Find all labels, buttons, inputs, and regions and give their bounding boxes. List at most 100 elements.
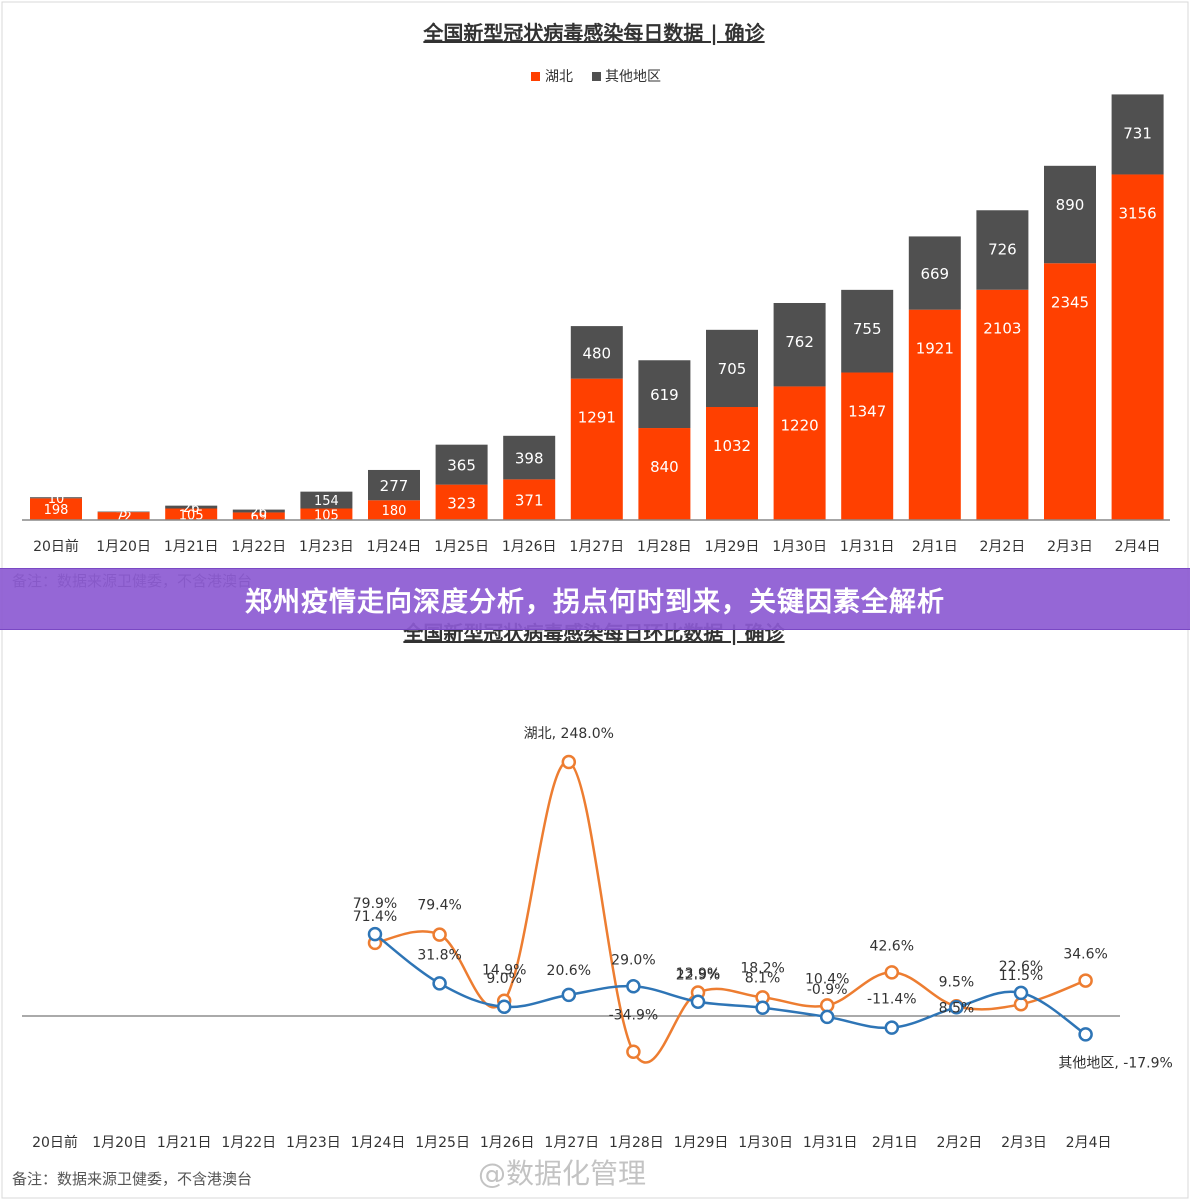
legend-swatch-hubei <box>531 72 540 81</box>
bar-label-other-16: 731 <box>1123 124 1152 142</box>
bar-x-tick-11: 1月30日 <box>772 539 827 555</box>
bar-other-6 <box>435 444 488 485</box>
bar-label-other-0: 10 <box>48 492 65 507</box>
line-x-tick-2: 1月21日 <box>157 1135 212 1151</box>
bar-label-other-4: 154 <box>314 494 339 509</box>
bar-hubei-4 <box>300 508 353 520</box>
line-x-tick-8: 1月27日 <box>544 1135 599 1151</box>
line-x-tick-6: 1月25日 <box>415 1135 470 1151</box>
line-label-hubei-11: 18.2% <box>740 960 784 976</box>
bar-x-tick-1: 1月20日 <box>96 539 151 555</box>
line-point-other-12 <box>819 1009 835 1025</box>
line-label-hubei-13: 42.6% <box>870 938 914 954</box>
bar-x-tick-3: 1月22日 <box>231 539 286 555</box>
bar-hubei-9 <box>638 428 691 520</box>
line-point-hubei-12 <box>819 998 835 1013</box>
headline-text: 郑州疫情走向深度分析，拐点何时到来，关键因素全解析 <box>245 586 945 618</box>
bar-x-tick-9: 1月28日 <box>637 539 692 555</box>
line-marks: 71.4% 79.4% 14.9% 湖北, 248.0% -34.9% 22.9% 18.2… <box>353 726 1173 1071</box>
bar-label-other-2: 26 <box>183 501 200 516</box>
line-point-hubei-6 <box>432 927 447 942</box>
bar-x-tick-labels: 20日前 1月20日 1月21日 1月22日 1月23日 1月24日 1月25日 1月26日 1… <box>33 538 1160 555</box>
line-point-other-15 <box>1013 985 1029 1001</box>
bar-label-hubei-0: 198 <box>44 503 69 518</box>
bar-label-other-6: 365 <box>447 457 476 475</box>
bar-label-other-3: 26 <box>251 505 268 520</box>
bar-label-other-7: 398 <box>515 450 544 468</box>
bar-label-hubei-9: 840 <box>650 458 679 476</box>
bar-label-other-13: 669 <box>920 265 949 283</box>
bar-hubei-15 <box>1044 263 1096 520</box>
bar-hubei-0 <box>30 498 82 520</box>
line-point-other-9 <box>626 979 641 994</box>
bar-x-tick-15: 2月3日 <box>1047 539 1093 555</box>
bar-label-other-14: 726 <box>988 240 1017 258</box>
bar-x-tick-13: 2月1日 <box>912 539 958 555</box>
line-point-other-8 <box>561 987 577 1003</box>
bar-hubei-14 <box>976 289 1029 520</box>
bar-other-11 <box>773 302 826 387</box>
bar-label-hubei-7: 371 <box>515 492 544 510</box>
bar-label-hubei-10: 1032 <box>713 437 751 455</box>
line-chart: 全国新型冠状病毒感染每日环比数据 | 确诊 71.4%79.4%14.9%湖北,… <box>22 621 1173 1151</box>
bar-label-other-10: 705 <box>718 360 747 378</box>
line-point-other-10 <box>690 994 706 1010</box>
bar-x-tick-0: 20日前 <box>33 538 79 555</box>
bar-x-tick-5: 1月24日 <box>367 539 422 555</box>
bar-hubei-10 <box>706 407 758 520</box>
bar-other-1 <box>97 511 150 513</box>
line-x-tick-16: 2月4日 <box>1066 1135 1112 1151</box>
bar-hubei-3 <box>232 512 285 520</box>
line-label-hubei-16: 34.6% <box>1063 947 1107 963</box>
line-label-other-6: 31.8% <box>417 947 461 963</box>
headline-banner: 郑州疫情走向深度分析，拐点何时到来，关键因素全解析 <box>0 568 1190 630</box>
bar-x-tick-7: 1月26日 <box>502 539 557 555</box>
legend-label-hubei: 湖北 <box>545 69 573 85</box>
line-label-other-5: 79.9% <box>353 896 397 912</box>
legend-swatch-other <box>592 72 601 81</box>
bar-hubei-11 <box>773 386 826 520</box>
line-label-other-13: -11.4% <box>867 992 917 1008</box>
bar-other-14 <box>976 210 1029 290</box>
bar-label-hubei-13: 1921 <box>916 340 954 358</box>
line-point-other-5 <box>367 926 383 942</box>
bar-other-16 <box>1111 94 1164 175</box>
line-label-other-10: 13.9% <box>676 966 720 982</box>
line-label-other-8: 20.6% <box>547 963 591 979</box>
bar-label-hubei-5: 180 <box>382 504 407 519</box>
source-note-bottom: 备注：数据来源卫健委，不含港澳台 <box>12 1170 253 1188</box>
watermark-text: @数据化管理 <box>478 1157 647 1190</box>
bar-other-8 <box>570 326 623 379</box>
bar-x-tick-6: 1月25日 <box>434 539 489 555</box>
bar-other-4 <box>300 491 353 509</box>
bar-other-9 <box>638 360 691 429</box>
bar-label-hubei-1: 72 <box>115 510 132 525</box>
bar-hubei-8 <box>570 378 623 520</box>
bar-x-tick-4: 1月23日 <box>299 539 354 555</box>
line-label-hubei-10: 22.9% <box>676 968 720 984</box>
line-label-other-9: 29.0% <box>611 952 655 968</box>
bar-x-tick-2: 1月21日 <box>164 539 219 555</box>
line-x-tick-12: 1月31日 <box>803 1135 858 1151</box>
bar-label-hubei-6: 323 <box>447 494 476 512</box>
line-x-tick-7: 1月26日 <box>480 1135 535 1151</box>
line-x-tick-10: 1月29日 <box>674 1135 729 1151</box>
bar-other-7 <box>503 435 556 480</box>
bar-hubei-1 <box>97 512 150 520</box>
line-label-hubei-9: -34.9% <box>609 1008 659 1024</box>
line-x-tick-0: 20日前 <box>32 1134 78 1151</box>
line-x-tick-4: 1月23日 <box>286 1135 341 1151</box>
line-x-tick-9: 1月28日 <box>609 1135 664 1151</box>
line-x-tick-5: 1月24日 <box>351 1135 406 1151</box>
bar-other-5 <box>368 469 420 501</box>
bar-label-hubei-16: 3156 <box>1119 204 1157 222</box>
line-x-tick-labels: 20日前 1月20日 1月21日 1月22日 1月23日 1月24日 1月25日 1月26日 1… <box>32 1134 1111 1151</box>
line-point-other-11 <box>755 1000 770 1015</box>
bar-label-other-11: 762 <box>785 333 814 351</box>
bar-label-other-5: 277 <box>380 477 409 495</box>
line-point-other-14 <box>949 1000 964 1015</box>
bar-x-tick-10: 1月29日 <box>705 539 760 555</box>
line-x-tick-1: 1月20日 <box>92 1135 147 1151</box>
bar-hubei-12 <box>841 372 894 520</box>
